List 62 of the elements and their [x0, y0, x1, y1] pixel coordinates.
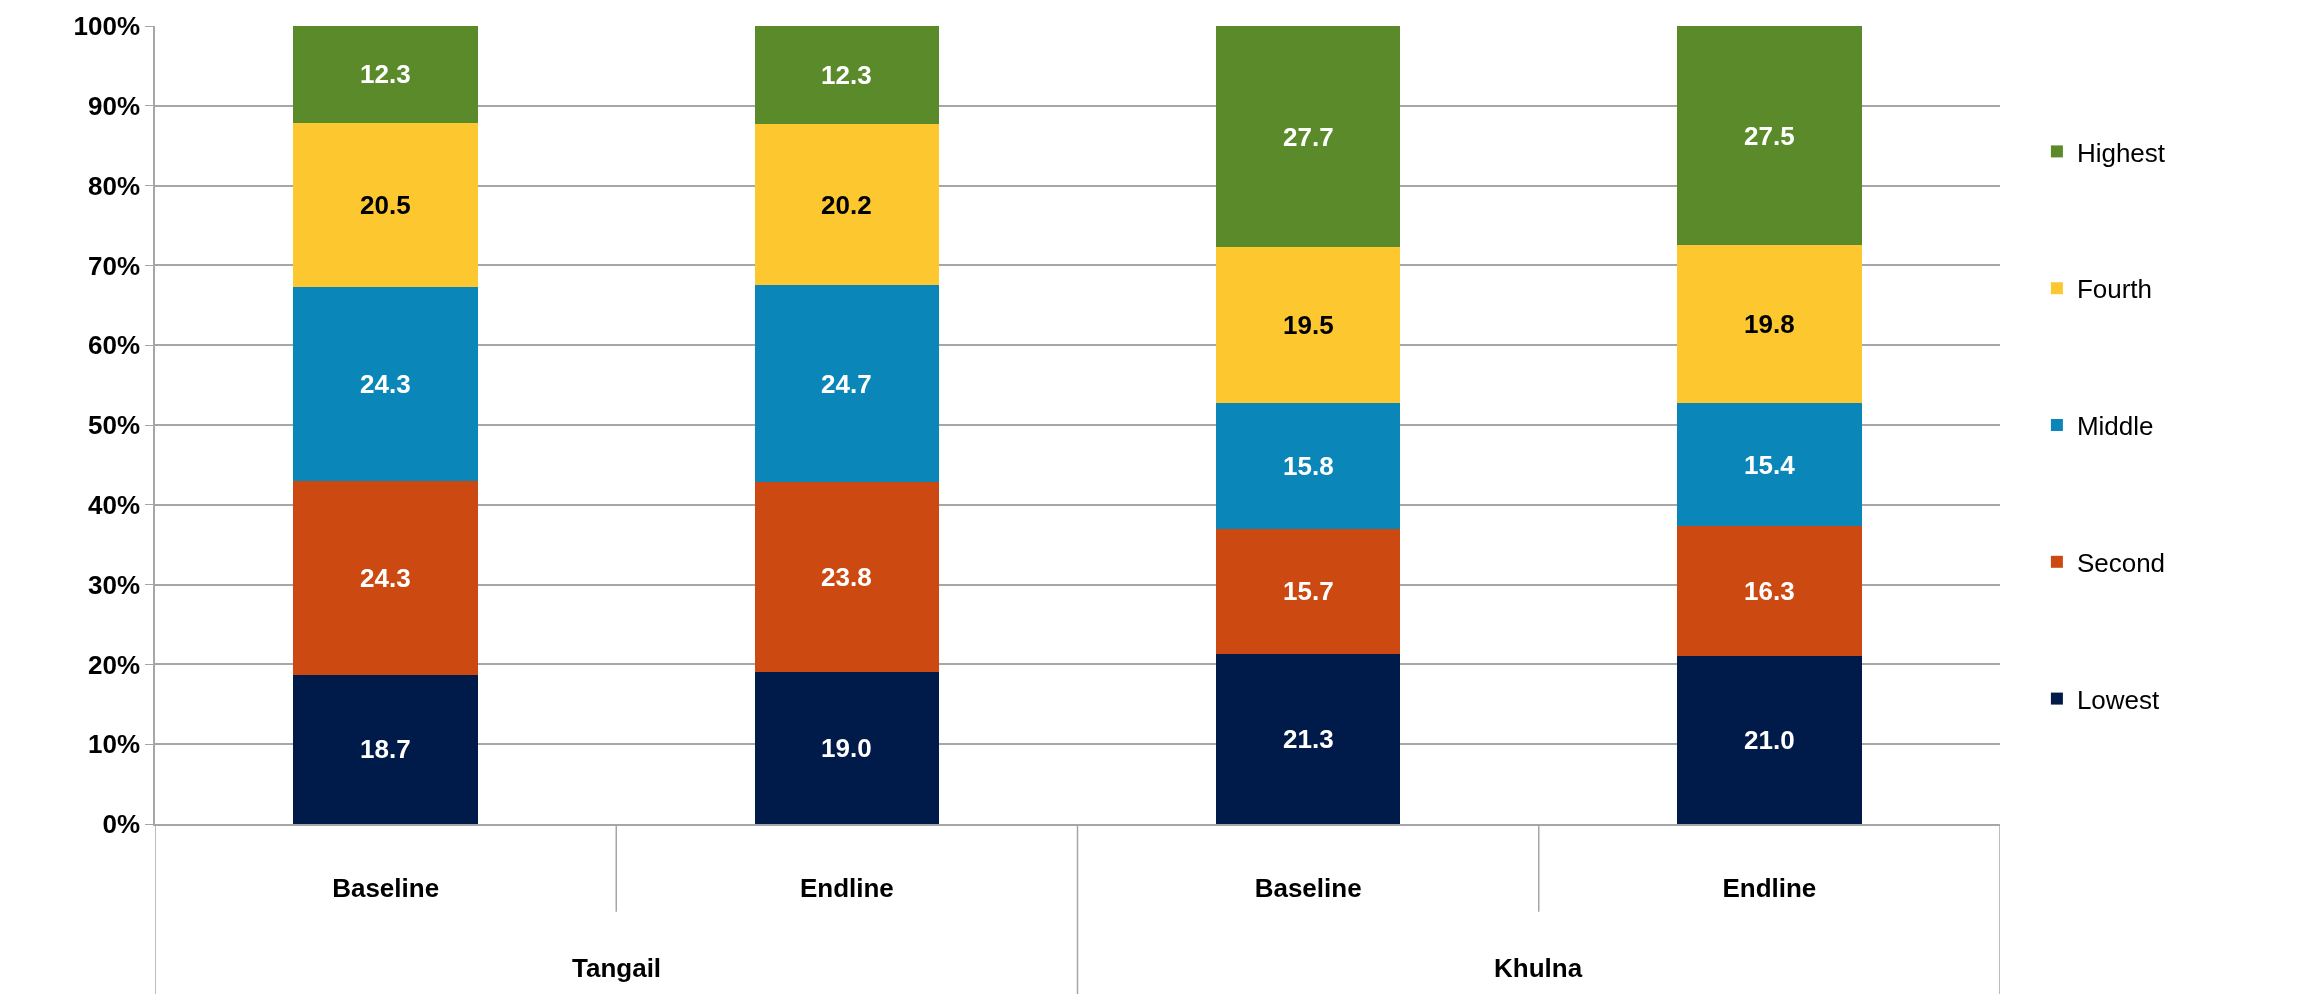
data-label: 12.3	[821, 60, 872, 90]
y-tick-label: 90%	[88, 90, 141, 121]
bar	[1215, 247, 1401, 403]
y-tick-label: 30%	[88, 569, 141, 600]
y-tick-label: 70%	[88, 250, 141, 281]
text: Tangail	[572, 953, 662, 983]
data-label: 19.8	[1744, 309, 1795, 339]
data-label: 21.0	[1744, 725, 1795, 755]
bar	[754, 672, 940, 824]
bar	[1677, 245, 1862, 404]
x-tick-label: Endline	[1722, 872, 1817, 903]
legend-label: Highest	[2076, 137, 2166, 168]
bar	[293, 480, 478, 675]
data-label: 21.3	[1283, 724, 1334, 754]
bar	[293, 123, 478, 287]
bar	[293, 286, 478, 481]
data-label: 19.5	[1283, 310, 1334, 340]
data-label: 24.7	[821, 369, 872, 399]
bar	[1215, 654, 1401, 824]
data-label: 15.8	[1283, 451, 1334, 481]
bar	[754, 124, 940, 286]
data-label: 20.5	[360, 190, 411, 220]
bar	[1677, 526, 1862, 657]
x-tick-label: Baseline	[1254, 872, 1362, 903]
legend-label: Fourth	[2076, 274, 2153, 305]
x-tick-label: Endline	[799, 872, 894, 903]
data-label: 24.3	[360, 369, 411, 399]
bar	[754, 285, 940, 483]
legend-label: Lowest	[2076, 684, 2161, 715]
data-label: 16.3	[1744, 576, 1795, 606]
bar	[1677, 26, 1862, 246]
text: Khulna	[1494, 953, 1583, 983]
data-label: 18.7	[360, 734, 411, 764]
bar	[754, 482, 940, 673]
data-label: 27.5	[1744, 121, 1795, 151]
data-label: 15.7	[1283, 576, 1334, 606]
bar	[1215, 402, 1401, 529]
y-tick-label: 50%	[88, 410, 141, 441]
y-tick-label: 10%	[88, 729, 141, 760]
data-label: 23.8	[821, 562, 872, 592]
data-label: 27.7	[1283, 122, 1334, 152]
bar	[293, 26, 478, 124]
legend-label: Second	[2076, 547, 2166, 578]
data-label: 12.3	[360, 59, 411, 89]
bar	[1677, 403, 1862, 527]
y-tick-label: 80%	[88, 170, 141, 201]
y-tick-label: 100%	[73, 11, 141, 42]
y-tick-label: 60%	[88, 330, 141, 361]
data-label: 20.2	[821, 190, 872, 220]
bar	[293, 674, 478, 824]
bar	[1677, 656, 1862, 824]
bar	[1215, 26, 1401, 248]
bar	[754, 26, 940, 125]
bar	[1215, 528, 1401, 655]
legend-label: Middle	[2076, 411, 2154, 442]
y-tick-label: 20%	[88, 649, 141, 680]
y-tick-label: 40%	[88, 489, 141, 520]
data-label: 19.0	[821, 733, 872, 763]
x-tick-label: Baseline	[332, 872, 440, 903]
y-tick-label: 0%	[102, 809, 141, 840]
data-label: 15.4	[1744, 450, 1796, 480]
data-label: 24.3	[360, 563, 411, 593]
